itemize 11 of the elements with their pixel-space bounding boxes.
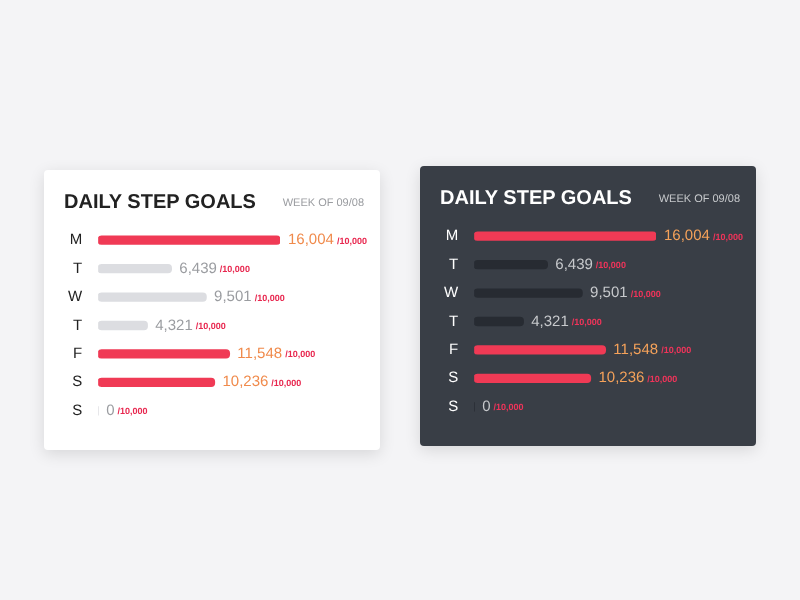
chart-title: DAILY STEP GOALS (440, 188, 633, 210)
bar (98, 349, 231, 359)
bar (98, 292, 207, 302)
bar (474, 231, 656, 241)
bar (474, 373, 592, 384)
chart-title: DAILY STEP GOALS (64, 192, 257, 214)
bar (98, 235, 280, 245)
bar (474, 345, 607, 355)
bar (98, 320, 148, 331)
bar (98, 377, 216, 388)
bar (98, 263, 172, 274)
